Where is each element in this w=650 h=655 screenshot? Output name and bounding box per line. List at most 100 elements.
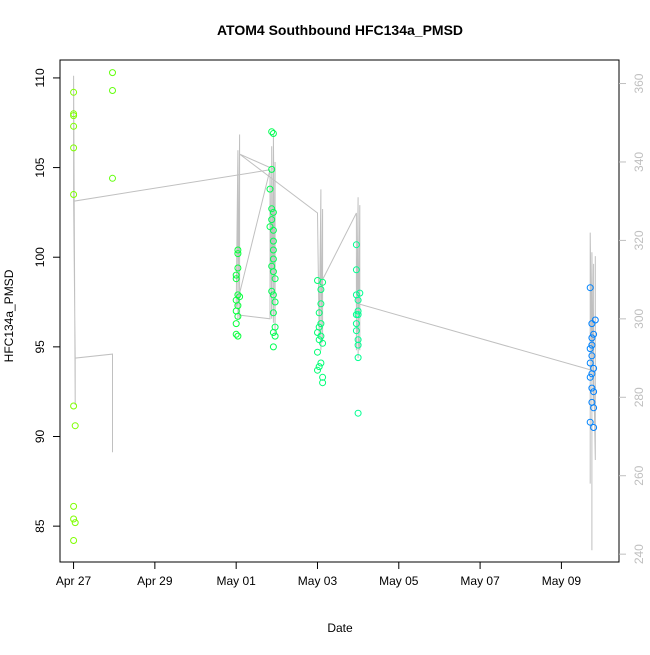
data-point [588,370,596,378]
data-point [319,373,327,381]
data-point [269,343,277,351]
data-point [70,402,78,410]
y-axis-label: HFC134a_PMSD [2,269,16,362]
y-right-tick-label: 360 [632,73,646,93]
x-tick-label: May 01 [216,574,256,588]
line-layer [73,75,596,551]
data-point [590,388,598,396]
data-point [586,418,594,426]
data-point [354,341,362,349]
data-point [269,268,277,276]
y-left-tick-label: 85 [33,519,47,533]
data-point [269,291,277,299]
axes-layer: Apr 27 Apr 29 May 01 May 03 May 05 May 07 May … [33,68,646,588]
data-point [315,363,323,371]
x-tick-label: May 03 [298,574,338,588]
data-point [234,264,242,272]
data-point [314,366,321,374]
data-point [271,332,279,340]
data-point [70,537,78,544]
x-tick-label: May 09 [542,574,582,588]
data-point [356,289,364,297]
data-point [269,208,277,216]
data-point [319,339,327,347]
data-point [354,354,362,362]
data-point [269,237,277,245]
data-point [319,278,327,286]
data-point [269,226,277,234]
chart-title: ATOM4 Southbound HFC134a_PMSD [217,22,463,38]
data-point [588,334,596,342]
x-tick-label: Apr 27 [56,574,92,588]
data-point [590,404,598,412]
data-point [70,515,78,523]
data-point [354,311,362,319]
data-point [236,293,244,301]
data-point [586,359,594,367]
data-point [70,122,78,130]
data-point [354,307,362,315]
data-point [317,300,325,308]
right-axis-series-line [73,75,596,551]
data-point [354,409,362,417]
data-point [232,320,240,328]
y-left-tick-label: 110 [33,68,47,87]
x-tick-label: Apr 29 [137,574,173,588]
data-point [70,112,78,120]
data-point [352,320,360,328]
data-point [232,330,240,338]
y-left-tick-label: 105 [33,157,47,177]
data-point [588,320,596,328]
data-point [354,336,362,344]
data-point [317,359,325,367]
data-point [586,345,594,353]
data-point [588,352,596,360]
x-axis-label: Date [327,621,353,635]
data-point [588,341,596,349]
y-right-tick-label: 260 [632,465,646,485]
data-point [269,130,277,137]
data-point [590,330,598,338]
data-point [315,309,323,317]
data-point [269,255,277,263]
data-point [271,275,279,283]
data-point [109,174,116,182]
data-point [352,241,360,249]
data-point [269,329,277,336]
data-point [268,128,276,136]
data-point [586,284,594,292]
data-point [317,320,325,328]
data-point [269,246,277,254]
data-point [586,373,594,381]
data-point [271,298,279,306]
points-layer [70,69,599,544]
data-point [234,312,242,320]
data-point [269,309,277,317]
data-point [232,275,240,283]
data-point [70,144,78,152]
data-point [109,69,116,77]
data-point [70,502,78,510]
data-point [590,424,598,431]
data-point [234,250,242,258]
data-point [317,286,325,293]
y-left-tick-label: 90 [33,430,47,444]
data-point [71,519,79,527]
y-right-tick-label: 340 [632,152,646,172]
data-point [314,348,321,356]
data-point [70,88,78,96]
y-right-tick-label: 300 [632,309,646,329]
data-point [352,327,360,335]
data-point [319,379,327,387]
y-right-tick-label: 320 [632,230,646,250]
data-point [354,296,362,304]
data-point [109,87,116,94]
data-point [232,271,240,279]
data-point [588,384,596,392]
plot-frame [59,59,620,563]
y-left-tick-label: 100 [33,247,47,267]
data-point [266,185,274,193]
data-point [268,287,276,295]
data-point [71,422,79,430]
